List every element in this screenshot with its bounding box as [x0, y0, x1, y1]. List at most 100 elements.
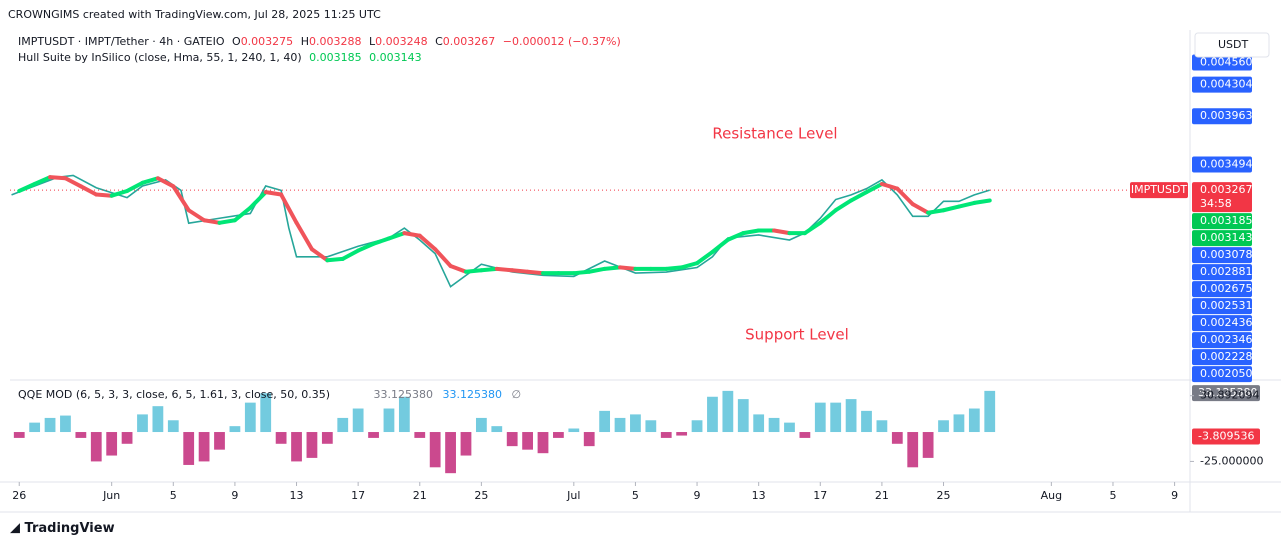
qqe-bar: [984, 390, 996, 433]
qqe-bar: [553, 432, 564, 438]
qqe-bar: [583, 432, 595, 447]
qqe-bar: [568, 428, 580, 433]
qqe-bar: [506, 432, 518, 447]
hull-segment: [494, 266, 515, 273]
hull-segment: [864, 182, 884, 195]
hull-segment: [232, 205, 253, 223]
footer: TradingView: [25, 521, 115, 536]
hull-segment: [772, 228, 792, 236]
symbol: IMPTUSDT · IMPT/Tether · 4h · GATEIO: [18, 35, 225, 48]
qqe-bar: [29, 422, 41, 433]
hull-segment: [741, 228, 761, 236]
hull-segment: [217, 218, 237, 225]
close-label: C: [435, 35, 443, 48]
y-tick-box: [1192, 281, 1252, 298]
hull-segment: [155, 176, 176, 189]
x-tick-label: 21: [413, 489, 427, 502]
y-tick-label: 0.003494: [1200, 157, 1253, 170]
qqe-bar: [183, 432, 195, 465]
qqe-bar: [491, 426, 503, 433]
qqe-bar: [445, 432, 456, 474]
currency-button[interactable]: [1194, 32, 1270, 58]
qqe-bar: [968, 408, 980, 433]
qqe-bar: [152, 406, 164, 433]
hull-segment: [725, 231, 746, 242]
qqe-bar: [321, 432, 333, 444]
hull-segment: [17, 182, 37, 193]
hull-segment: [340, 248, 361, 261]
y-tick-label: 0.002346: [1200, 333, 1253, 346]
qqe-bar: [907, 432, 919, 468]
qqe-bar: [722, 390, 734, 433]
qqe-bar: [614, 417, 626, 433]
hull-segment: [849, 190, 869, 203]
price-tag-countdown: 34:58: [1200, 197, 1232, 210]
y-tick-box: [1192, 315, 1252, 332]
hull-segment: [571, 269, 592, 276]
y-tick-label: -3.809536: [1198, 430, 1254, 443]
qqe-bar: [830, 402, 842, 433]
x-tick-label: 25: [937, 489, 951, 502]
price-tag-symbol: IMPTUSDT: [1131, 183, 1188, 196]
annotation: Support Level: [745, 326, 849, 344]
price-tag-price: 0.003267: [1200, 183, 1253, 196]
hull-segment: [895, 186, 915, 207]
hull-segment: [818, 208, 838, 225]
y-tick-box: [1192, 428, 1260, 445]
hull-segment: [479, 266, 499, 273]
x-tick-label: 9: [694, 489, 701, 502]
x-tick-label: 21: [875, 489, 889, 502]
hull-segment: [325, 256, 345, 263]
qqe-bar: [198, 432, 210, 462]
hull-segment: [956, 200, 977, 209]
y-tick-label: 30.892094: [1200, 389, 1260, 402]
hull-segment: [32, 175, 53, 187]
y-tick-label: 0.003185: [1200, 214, 1253, 227]
qqe-bar: [861, 410, 872, 433]
y-tick-label: 0.004560: [1200, 56, 1253, 69]
footer-logo: ◢ TradingView: [10, 521, 115, 536]
price-tag-symbol-box: [1130, 182, 1188, 199]
y-tick-box: [1192, 247, 1252, 264]
hull-segment: [448, 263, 468, 274]
hull-segment: [125, 180, 145, 193]
hull-segment: [664, 265, 684, 271]
qqe-bar: [260, 393, 272, 433]
hull-segment: [710, 237, 730, 254]
hull-segment: [309, 247, 330, 263]
qqe-name: QQE MOD (6, 5, 3, 3, close, 6, 5, 1.61, …: [18, 388, 330, 401]
hull-value: 0.003143: [369, 51, 422, 64]
hull-segment: [171, 184, 191, 213]
open: 0.003275: [241, 35, 294, 48]
x-tick-label: 25: [474, 489, 488, 502]
hull-value: 0.003185: [309, 51, 362, 64]
qqe-bar: [522, 432, 533, 450]
y-tick-label: 0.002050: [1200, 367, 1253, 380]
y-tick-box: [1192, 230, 1252, 247]
qqe-bar: [214, 432, 225, 450]
hull-segment: [48, 175, 68, 181]
qqe-bar: [676, 432, 688, 436]
qqe-bar: [167, 420, 179, 433]
hull-name: Hull Suite by InSilico (close, Hma, 55, …: [18, 51, 302, 64]
x-tick-label: 9: [231, 489, 238, 502]
qqe-bar: [383, 408, 395, 433]
y-tick-box: [1192, 76, 1252, 93]
marks-layer: [10, 174, 1190, 474]
qqe-bar: [938, 420, 949, 433]
qqe-bar: [876, 420, 888, 433]
y-tick-label: 0.003963: [1200, 109, 1253, 122]
hull-segment: [972, 198, 992, 205]
y-tick-box: [1192, 349, 1252, 366]
hull-segment: [679, 261, 700, 270]
hull-segment: [417, 233, 438, 252]
hull-segment: [587, 266, 607, 274]
hull-segment: [833, 198, 854, 213]
hull-segment: [695, 249, 715, 266]
qqe-legend: QQE MOD (6, 5, 3, 3, close, 6, 5, 1.61, …: [18, 388, 521, 401]
y-tick-box: [1192, 108, 1252, 125]
qqe-bar: [368, 432, 379, 438]
qqe-bar: [414, 432, 426, 438]
qqe-symbol: ∅: [512, 388, 522, 401]
